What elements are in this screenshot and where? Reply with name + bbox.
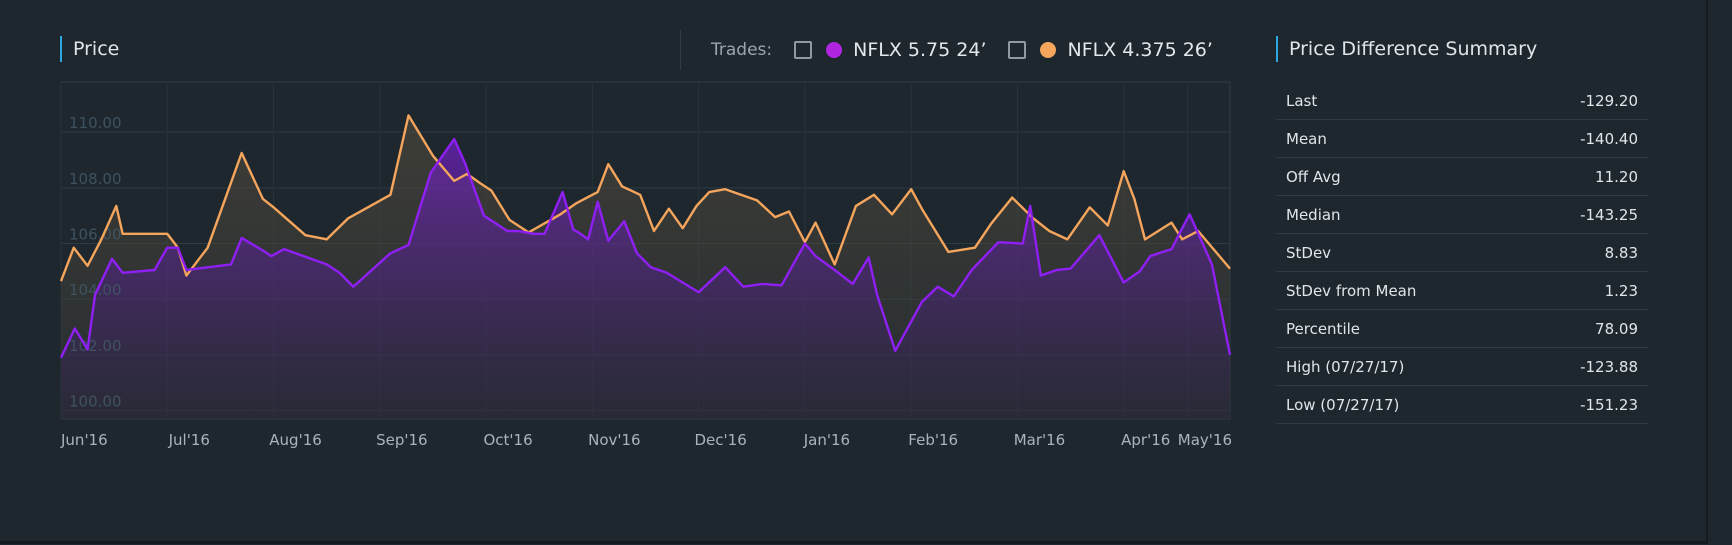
summary-row-label: StDev bbox=[1276, 233, 1522, 272]
trades-label: Trades: bbox=[711, 40, 773, 60]
checkbox-nflx-4-375[interactable] bbox=[1008, 41, 1027, 59]
summary-row-value: -129.20 bbox=[1521, 82, 1648, 120]
x-tick-label: Nov'16 bbox=[588, 431, 641, 449]
x-tick-label: Aug'16 bbox=[269, 431, 322, 449]
summary-row-value: 1.23 bbox=[1521, 271, 1648, 310]
summary-row-label: Off Avg bbox=[1276, 157, 1522, 196]
x-tick-label: Jun'16 bbox=[60, 431, 108, 449]
summary-row-value: -151.23 bbox=[1521, 385, 1648, 424]
summary-row: Low (07/27/17) -151.23 bbox=[1276, 385, 1648, 424]
summary-row: Off Avg 11.20 bbox=[1276, 157, 1648, 196]
summary-row: Last -129.20 bbox=[1276, 82, 1648, 120]
x-tick-label: Dec'16 bbox=[695, 431, 747, 449]
summary-row-label: Percentile bbox=[1276, 309, 1522, 348]
checkbox-nflx-5-75[interactable] bbox=[794, 41, 813, 59]
summary-row-value: 78.09 bbox=[1521, 309, 1648, 348]
series-line bbox=[59, 114, 1231, 282]
summary-row-label: StDev from Mean bbox=[1276, 271, 1522, 310]
x-tick-label: Apr'16 bbox=[1121, 431, 1170, 449]
price-chart: 100.00 102.00 104.00 106.00 108.00 110.00 Jun… bbox=[59, 81, 1232, 449]
x-tick-label: May'16 bbox=[1178, 431, 1232, 449]
series-area bbox=[61, 139, 1230, 420]
summary-row-value: -140.40 bbox=[1521, 119, 1648, 158]
legend-item-nflx-4-375[interactable]: NFLX 4.375 26’ bbox=[1008, 39, 1213, 61]
y-tick-label: 102.00 bbox=[69, 337, 122, 355]
y-tick-label: 100.00 bbox=[69, 393, 122, 411]
summary-row-label: Median bbox=[1276, 195, 1522, 234]
legend-item-nflx-5-75[interactable]: NFLX 5.75 24’ bbox=[794, 39, 986, 61]
summary-row-value: -123.88 bbox=[1521, 347, 1648, 386]
summary-row: StDev from Mean 1.23 bbox=[1276, 271, 1648, 310]
summary-row: Percentile 78.09 bbox=[1276, 309, 1648, 348]
summary-title: Price Difference Summary bbox=[1276, 36, 1537, 62]
y-tick-label: 106.00 bbox=[69, 226, 122, 244]
summary-row-value: -143.25 bbox=[1521, 195, 1648, 234]
summary-row: Mean -140.40 bbox=[1276, 119, 1648, 158]
legend-label-nflx-4-375: NFLX 4.375 26’ bbox=[1067, 39, 1213, 61]
summary-row-value: 11.20 bbox=[1521, 157, 1648, 196]
trades-legend: Trades: NFLX 5.75 24’ NFLX 4.375 26’ bbox=[680, 30, 1235, 70]
legend-dot-nflx-5-75 bbox=[826, 42, 843, 58]
summary-row-label: Last bbox=[1276, 82, 1522, 120]
series-line bbox=[59, 137, 1232, 359]
price-title: Price bbox=[60, 36, 119, 62]
x-tick-label: Mar'16 bbox=[1014, 431, 1066, 449]
summary-row: Median -143.25 bbox=[1276, 195, 1648, 234]
summary-row-label: Mean bbox=[1276, 119, 1522, 158]
x-tick-label: Oct'16 bbox=[484, 431, 533, 449]
summary-row: High (07/27/17) -123.88 bbox=[1276, 347, 1648, 386]
y-tick-label: 110.00 bbox=[69, 114, 122, 132]
legend-divider bbox=[680, 30, 681, 70]
legend-label-nflx-5-75: NFLX 5.75 24’ bbox=[853, 39, 987, 61]
summary-row: StDev 8.83 bbox=[1276, 233, 1648, 272]
x-tick-label: Sep'16 bbox=[376, 431, 427, 449]
legend-dot-nflx-4-375 bbox=[1040, 42, 1057, 58]
y-tick-label: 108.00 bbox=[69, 170, 122, 188]
summary-row-label: High (07/27/17) bbox=[1276, 347, 1522, 386]
summary-row-label: Low (07/27/17) bbox=[1276, 385, 1522, 424]
summary-row-value: 8.83 bbox=[1521, 233, 1648, 272]
x-tick-label: Feb'16 bbox=[908, 431, 958, 449]
x-tick-label: Jul'16 bbox=[168, 431, 210, 449]
y-tick-label: 104.00 bbox=[69, 281, 122, 299]
summary-table: Last -129.20 Mean -140.40 Off Avg 11.20 Median… bbox=[1276, 82, 1648, 424]
x-tick-label: Jan'16 bbox=[803, 431, 850, 449]
